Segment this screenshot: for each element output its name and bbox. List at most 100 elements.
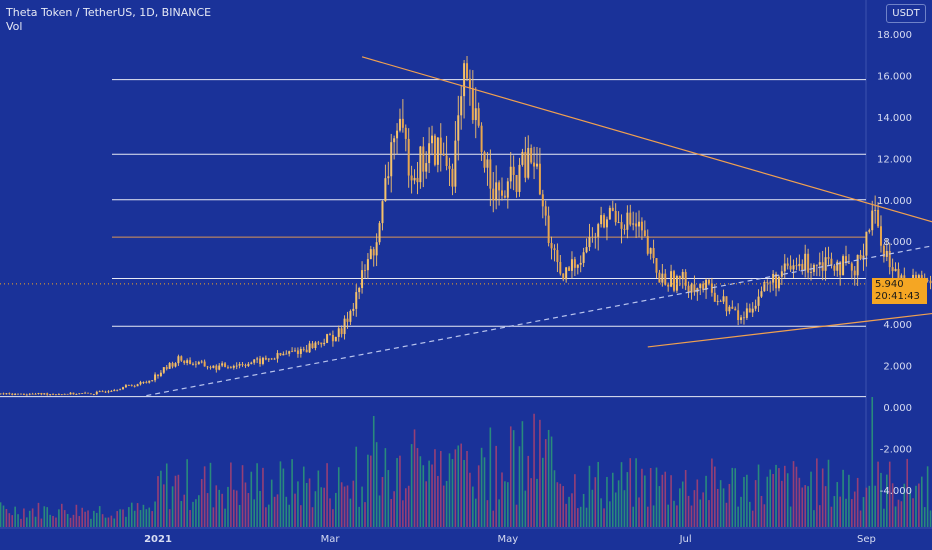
volume-bar [454, 449, 457, 527]
candle-body [314, 342, 317, 349]
candle-body [264, 357, 267, 360]
volume-bar [839, 496, 841, 527]
candle-body [853, 270, 856, 276]
candle-body [352, 308, 355, 311]
volume-bar [781, 480, 783, 527]
volume-bar [676, 505, 678, 527]
y-tick-label: 12.000 [877, 154, 912, 165]
volume-bar [571, 493, 573, 527]
volume-bar [66, 513, 69, 527]
candle-body [667, 284, 670, 287]
candle-body [562, 273, 565, 280]
candle-body [725, 296, 728, 312]
volume-bar [679, 488, 681, 527]
volume-bar [390, 498, 393, 527]
candle-body [670, 271, 673, 287]
candle-body [78, 393, 81, 395]
volume-bar [270, 479, 273, 527]
candle-body [296, 350, 299, 354]
volume-bar [34, 516, 37, 527]
volume-bar [337, 467, 340, 527]
volume-bar [775, 464, 777, 527]
volume-bar [288, 504, 290, 527]
volume-bar [364, 502, 366, 527]
candle-body [183, 360, 186, 364]
candle-body [87, 392, 90, 394]
candle-body [174, 363, 177, 367]
candle-body [433, 135, 436, 165]
volume-bar [906, 458, 909, 527]
volume-bar [783, 465, 786, 527]
volume-bar [323, 487, 325, 527]
volume-bar [865, 487, 868, 527]
y-tick-label: 10.000 [877, 196, 912, 207]
candle-body [877, 209, 880, 227]
volume-bar [437, 475, 439, 527]
volume-bar [285, 496, 288, 527]
volume-bar [110, 515, 113, 527]
candle-body [346, 318, 349, 322]
candle-body [468, 78, 471, 89]
volume-bar [232, 489, 235, 527]
candle-body [294, 350, 297, 352]
volume-bar [5, 509, 8, 527]
volume-bar [410, 444, 413, 527]
volume-bar [588, 465, 591, 527]
volume-bar [238, 505, 241, 527]
candle-body [515, 174, 518, 192]
candle-body [19, 393, 22, 395]
volume-bar [171, 486, 174, 527]
volume-bar [259, 490, 261, 527]
candle-body [349, 310, 352, 322]
volume-bar [507, 482, 509, 527]
candle-body [340, 328, 343, 335]
volume-bar [396, 458, 398, 527]
candle-body [387, 176, 390, 179]
candle-body [159, 372, 162, 377]
volume-label[interactable]: Vol [6, 20, 23, 33]
candle-body [428, 143, 431, 164]
candle-body [320, 342, 323, 345]
candle-body [302, 348, 305, 350]
symbol-title[interactable]: Theta Token / TetherUS, 1D, BINANCE [6, 6, 212, 19]
volume-bar [87, 510, 89, 527]
volume-bar [457, 445, 460, 527]
volume-bar [200, 479, 203, 527]
candle-body [477, 108, 480, 126]
candle-body [460, 96, 463, 116]
candle-body [509, 166, 512, 182]
candle-body [463, 63, 466, 97]
volume-bar [46, 507, 49, 527]
volume-bar [116, 511, 118, 527]
volume-bar [84, 511, 86, 527]
volume-bar [43, 506, 46, 527]
candle-body [862, 255, 865, 259]
candle-body [649, 248, 652, 254]
candle-body [603, 215, 606, 228]
candle-body [524, 151, 527, 178]
candle-body [52, 394, 55, 395]
volume-bar [212, 507, 215, 527]
volume-bar [655, 467, 658, 527]
candle-body [705, 279, 708, 290]
volume-bar [504, 481, 506, 527]
volume-bar [903, 483, 906, 527]
volume-bar [617, 480, 620, 527]
y-tick-label: 18.000 [877, 30, 912, 41]
candle-body [769, 282, 772, 284]
volume-bar [501, 472, 503, 527]
volume-bar [591, 489, 594, 527]
volume-bar [754, 480, 757, 527]
volume-bar [547, 429, 550, 527]
y-tick-label: 14.000 [877, 113, 912, 124]
volume-bar [419, 456, 422, 527]
volume-bar [142, 504, 145, 527]
volume-bar [308, 478, 311, 527]
candle-body [780, 271, 783, 277]
candle-body [777, 276, 780, 289]
volume-bar [133, 510, 136, 527]
candle-body [92, 394, 95, 395]
candle-body [0, 393, 2, 395]
currency-badge[interactable]: USDT [886, 4, 926, 23]
